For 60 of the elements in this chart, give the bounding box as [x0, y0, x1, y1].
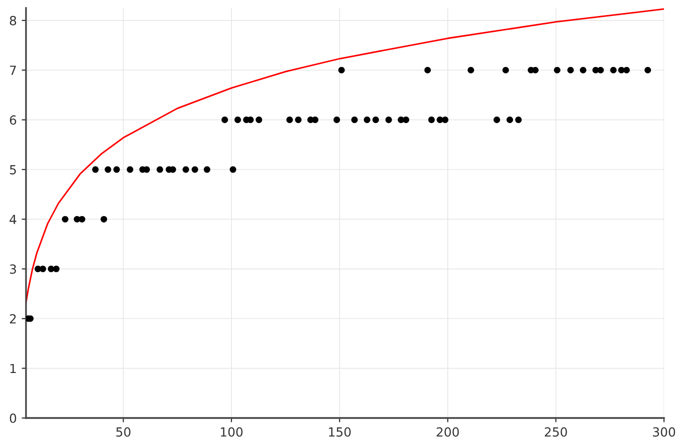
point: [295, 116, 302, 124]
y-tick-label: 8: [10, 16, 16, 26]
y-tick-label: 7: [10, 66, 16, 75]
point: [442, 116, 448, 124]
y-tick-label: 2: [10, 314, 16, 324]
x-tick-label: 150: [329, 427, 351, 437]
point: [230, 166, 236, 173]
x-tick-label: 100: [220, 427, 243, 437]
point: [126, 166, 134, 173]
point: [623, 66, 630, 74]
y-tick-label: 0: [10, 413, 16, 423]
point: [402, 116, 410, 124]
point: [113, 166, 120, 173]
x-tick-label: 250: [544, 427, 567, 437]
point: [364, 116, 370, 124]
point: [334, 116, 340, 124]
x-tick-label: 50: [116, 427, 130, 437]
point: [312, 116, 318, 124]
point: [502, 66, 509, 74]
point: [247, 116, 254, 124]
point: [515, 116, 522, 124]
x-tick-label: 300: [653, 427, 676, 437]
y-tick-label: 3: [10, 264, 16, 274]
point: [580, 66, 586, 74]
point: [428, 116, 435, 124]
point: [351, 116, 358, 124]
point: [338, 66, 345, 74]
point: [424, 66, 431, 74]
point: [256, 116, 262, 124]
point: [385, 116, 392, 124]
point: [610, 66, 617, 74]
y-tick-label: 1: [10, 364, 16, 374]
point: [78, 216, 86, 222]
point: [554, 66, 560, 74]
point: [468, 66, 474, 74]
point: [532, 66, 539, 74]
point: [506, 116, 514, 124]
point: [204, 166, 210, 173]
point: [494, 116, 500, 124]
x-tick-label: 200: [436, 427, 459, 437]
point: [170, 166, 176, 173]
point: [182, 166, 190, 173]
point: [192, 166, 198, 173]
point: [62, 216, 68, 222]
point: [372, 116, 379, 124]
point: [234, 116, 241, 124]
point: [597, 66, 604, 74]
point: [40, 266, 46, 272]
point: [92, 166, 99, 173]
point: [644, 66, 652, 74]
point: [100, 216, 108, 222]
point: [53, 266, 60, 272]
point: [286, 116, 293, 124]
point: [156, 166, 164, 173]
y-tick-label: 4: [10, 214, 16, 224]
y-tick-label: 6: [10, 115, 16, 125]
y-tick-label: 5: [10, 165, 16, 174]
point: [221, 116, 228, 124]
point: [567, 66, 574, 74]
point: [104, 166, 112, 173]
